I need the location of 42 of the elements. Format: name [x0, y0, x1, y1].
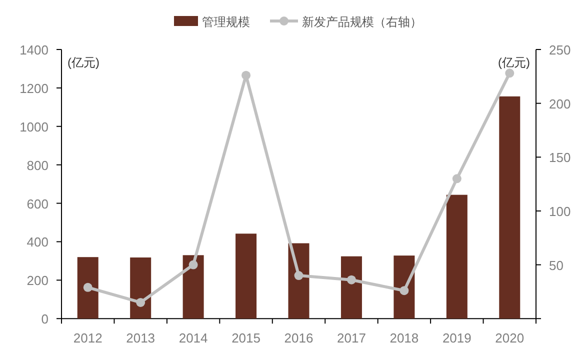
y-tick-label: 400: [26, 234, 48, 250]
point: [505, 68, 514, 78]
bar: [499, 96, 520, 319]
bar: [446, 194, 468, 319]
bar: [236, 234, 257, 319]
y2-tick-label: 250: [549, 42, 571, 58]
point: [242, 70, 251, 80]
point: [294, 271, 304, 280]
x-tick-label: 2016: [284, 330, 314, 346]
y-tick-label: 1400: [20, 42, 48, 58]
y-tick-label: 0: [41, 312, 48, 327]
point: [400, 286, 409, 296]
y2-tick-label: 150: [549, 150, 571, 166]
legend-label: 新发产品规模（右轴）: [302, 15, 422, 29]
y2-tick-label: 50: [549, 258, 564, 273]
bar: [77, 257, 98, 319]
point: [83, 282, 92, 292]
y2-tick-label: 200: [549, 96, 571, 112]
y-tick-label: 1200: [20, 80, 48, 96]
x-tick-label: 2014: [178, 330, 208, 346]
legend-label: 管理规模: [202, 15, 250, 29]
y-tick-label: 1000: [20, 119, 48, 134]
point: [452, 174, 462, 184]
x-tick-label: 2013: [126, 330, 156, 346]
annotation: (亿元): [68, 56, 100, 70]
y-tick-label: 600: [26, 196, 48, 212]
point: [346, 275, 356, 284]
bar: [340, 256, 362, 319]
bar: [130, 257, 152, 319]
y-tick-label: 800: [26, 158, 48, 173]
x-tick-label: 2015: [232, 330, 260, 346]
point: [136, 298, 146, 307]
x-tick-label: 2012: [73, 330, 102, 346]
x-tick-label: 2020: [495, 330, 524, 346]
annotation: (亿元): [498, 56, 530, 70]
y-tick-label: 200: [26, 273, 48, 288]
x-tick-label: 2019: [442, 330, 472, 346]
bar: [182, 255, 204, 319]
point: [188, 260, 198, 270]
y2-tick-label: 100: [549, 204, 571, 219]
x-tick-label: 2018: [390, 330, 419, 346]
x-tick-label: 2017: [337, 330, 366, 346]
